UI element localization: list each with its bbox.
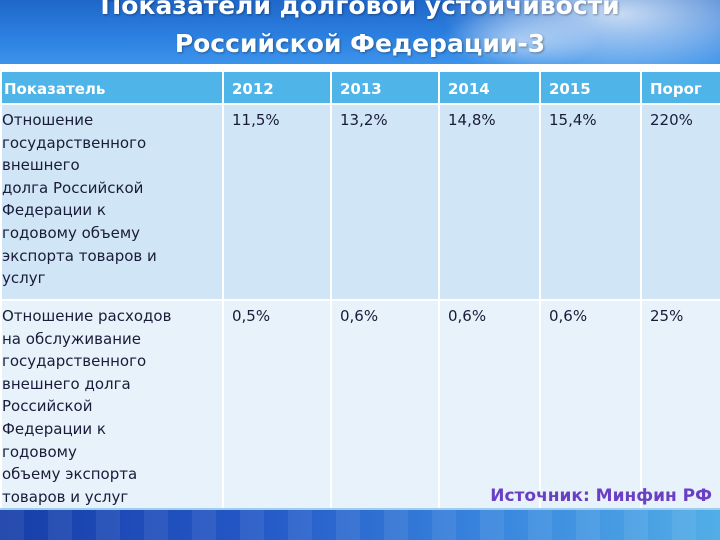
cloud-decoration-small <box>440 10 600 64</box>
indicator-line: товаров и услуг <box>2 487 129 506</box>
indicator-line: Федерации к <box>2 201 106 220</box>
table-row: Отношение расходов на обслуживание госуд… <box>0 298 720 511</box>
indicator-line: внешнего <box>2 156 80 175</box>
indicator-line: внешнего долга <box>2 374 131 393</box>
value-cell-threshold: 220% <box>640 103 720 301</box>
indicator-line: экспорта товаров и <box>2 246 157 265</box>
value-cell-2014: 0,6% <box>438 298 541 511</box>
indicator-line: годовому <box>2 442 77 461</box>
indicator-line: Российской <box>2 397 93 416</box>
value-cell-threshold: 25% <box>640 298 720 511</box>
indicator-line: объему экспорта <box>2 465 138 484</box>
value-cell-2012: 11,5% <box>222 103 332 301</box>
footer-bar <box>0 508 720 540</box>
value-cell-2012: 0,5% <box>222 298 332 511</box>
indicator-line: на обслуживание <box>2 329 141 348</box>
title-banner: Показатели долговой устойчивости Российс… <box>0 0 720 64</box>
value-cell-2013: 13,2% <box>330 103 440 301</box>
column-header-2014: 2014 <box>438 70 541 105</box>
indicator-line: государственного <box>2 352 147 371</box>
indicator-line: годовому объему <box>2 223 141 242</box>
debt-sustainability-table: Показатель 2012 2013 2014 2015 Порог Отн… <box>0 70 720 511</box>
value-cell-2014: 14,8% <box>438 103 541 301</box>
column-header-2013: 2013 <box>330 70 440 105</box>
value-cell-2013: 0,6% <box>330 298 440 511</box>
column-header-threshold: Порог <box>640 70 720 105</box>
cloud-decoration <box>440 0 720 64</box>
table-row: Отношение государственного внешнего долг… <box>0 103 720 301</box>
indicator-line: Отношение расходов <box>2 307 172 325</box>
indicator-line: Отношение <box>2 111 94 129</box>
column-header-2015: 2015 <box>539 70 642 105</box>
page-title-line2: Российской Федерации-3 <box>174 29 546 58</box>
value-cell-2015: 15,4% <box>539 103 642 301</box>
column-header-indicator: Показатель <box>0 70 224 105</box>
indicator-cell: Отношение государственного внешнего долг… <box>0 103 224 301</box>
indicator-line: Федерации к <box>2 419 106 438</box>
indicator-cell: Отношение расходов на обслуживание госуд… <box>0 298 224 511</box>
column-header-2012: 2012 <box>222 70 332 105</box>
value-cell-2015: 0,6% <box>539 298 642 511</box>
table-header-row: Показатель 2012 2013 2014 2015 Порог <box>0 70 720 105</box>
source-note: Источник: Минфин РФ <box>490 486 712 506</box>
page-title-line1: Показатели долговой устойчивости <box>100 0 620 20</box>
indicator-line: государственного <box>2 133 147 152</box>
footer-pattern <box>0 510 720 540</box>
indicator-line: долга Российской <box>2 178 144 197</box>
indicator-line: услуг <box>2 269 46 288</box>
